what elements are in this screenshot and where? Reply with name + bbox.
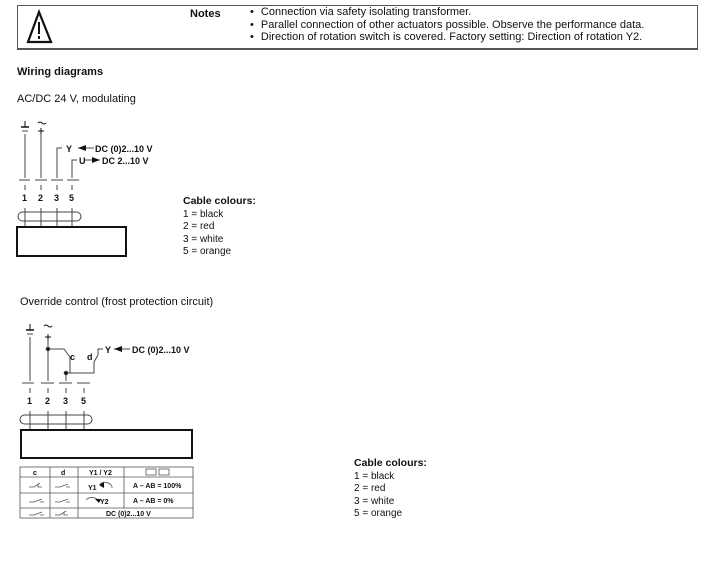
cable-colour-item: 5 = orange <box>354 508 403 519</box>
note-item: Direction of rotation switch is covered.… <box>250 31 644 44</box>
switch-table <box>19 466 194 519</box>
switch-c-label: c <box>70 352 75 362</box>
signal-y-label: Y <box>105 345 111 355</box>
cable-colour-item: 1 = black <box>354 470 395 482</box>
table-header-d: d <box>61 470 65 477</box>
warning-triangle-icon <box>26 8 53 44</box>
cable-colour-item: 1 = black <box>183 208 224 220</box>
cable-colours-title: Cable colours: <box>183 195 256 207</box>
diagram1-title: AC/DC 24 V, modulating <box>17 93 136 105</box>
table-header-c: c <box>33 470 37 477</box>
wiring-diagram-override <box>19 324 193 459</box>
table-result-dc: DC (0)2...10 V <box>106 511 151 518</box>
cable-colour-item: 3 = white <box>354 495 395 507</box>
diagram2-cable-colours: Cable colours: 1 = black 2 = red 3 = whi… <box>354 457 427 521</box>
notes-list: Connection via safety isolating transfor… <box>250 6 644 44</box>
terminal-5: 5 <box>81 396 86 406</box>
note-item: Connection via safety isolating transfor… <box>250 6 644 19</box>
table-header-rotation: Y1 / Y2 <box>89 470 112 477</box>
diagram2-title: Override control (frost protection circu… <box>20 296 214 308</box>
signal-u-label: U <box>79 156 86 166</box>
terminal-2: 2 <box>45 396 50 406</box>
wiring-diagram-modulating <box>16 121 127 257</box>
terminal-1: 1 <box>22 193 27 203</box>
table-rotation-y1: Y1 <box>88 485 97 492</box>
terminal-3: 3 <box>63 396 68 406</box>
section-heading: Wiring diagrams <box>17 66 104 78</box>
table-result-0: A – AB = 0% <box>133 498 174 505</box>
signal-y-value: DC (0)2...10 V <box>95 144 153 154</box>
switch-d-label: d <box>87 352 93 362</box>
cable-colour-item: 3 = white <box>183 233 224 245</box>
note-item: Parallel connection of other actuators p… <box>250 19 644 32</box>
cable-colour-item: 2 = red <box>354 483 386 494</box>
signal-y-label: Y <box>66 144 72 154</box>
cable-colour-item: 5 = orange <box>183 246 232 257</box>
diagram1-cable-colours: Cable colours: 1 = black 2 = red 3 = whi… <box>183 195 256 259</box>
terminal-3: 3 <box>54 193 59 203</box>
notes-label: Notes <box>190 8 221 20</box>
cable-colour-item: 2 = red <box>183 221 215 232</box>
table-rotation-y2: Y2 <box>100 499 109 506</box>
table-result-100: A – AB = 100% <box>133 483 182 490</box>
signal-u-value: DC 2...10 V <box>102 156 149 166</box>
signal-y-value: DC (0)2...10 V <box>132 345 190 355</box>
terminal-5: 5 <box>69 193 74 203</box>
terminal-2: 2 <box>38 193 43 203</box>
cable-colours-title: Cable colours: <box>354 457 427 469</box>
terminal-1: 1 <box>27 396 32 406</box>
